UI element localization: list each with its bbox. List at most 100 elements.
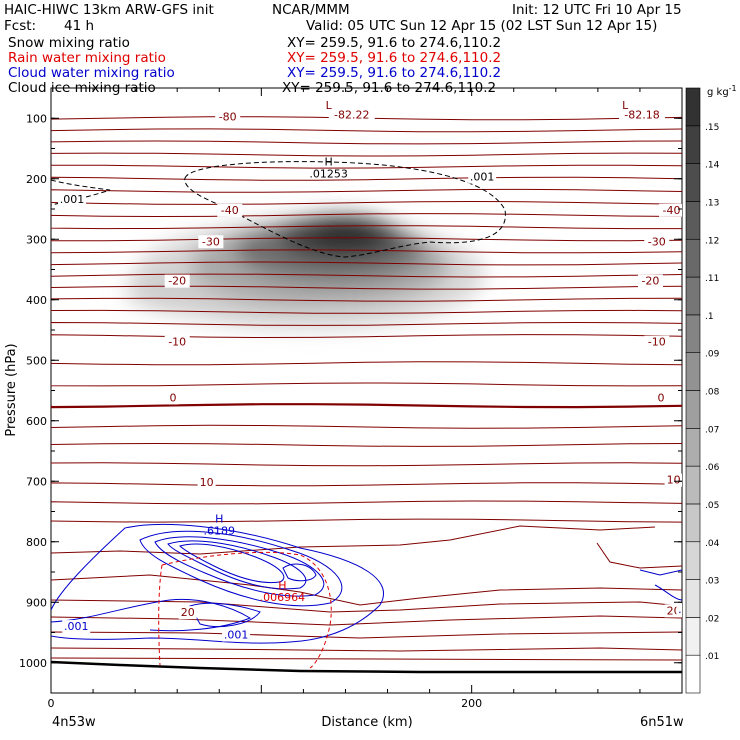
isotherm (51, 525, 656, 555)
isotherm (51, 615, 682, 626)
isotherm (51, 297, 682, 302)
isotherm-label: -30 (202, 235, 220, 248)
x-axis-label: Distance (km) (321, 715, 412, 730)
y-tick-label: 300 (26, 233, 47, 246)
x-axis: 0 200 (48, 88, 683, 710)
isotherm (51, 321, 682, 326)
label-halo (222, 628, 251, 642)
cloud-water-contour (654, 584, 682, 601)
label-halo (178, 606, 197, 620)
cloud-water-contour (154, 536, 325, 597)
colorbar-label: .07 (705, 425, 719, 435)
isotherm (51, 200, 682, 205)
label-halo (468, 170, 497, 184)
cloud-water-contour (139, 530, 343, 607)
isotherm (51, 482, 682, 487)
isotherm-label: 0 (169, 391, 176, 404)
colorbar-swatch (685, 617, 701, 656)
low-center-label: L (326, 99, 333, 112)
label-halo (217, 203, 243, 217)
isotherm-label: -30 (648, 235, 666, 248)
isotherm-label: -20 (168, 275, 186, 288)
colorbar-units: g kg-1 (707, 84, 737, 98)
isotherm-label: -20 (641, 275, 659, 288)
isotherm-label: -40 (221, 204, 239, 217)
rain-contour (158, 551, 332, 669)
isotherm-label: -10 (168, 336, 186, 349)
isotherm (51, 128, 682, 133)
isotherm (51, 631, 682, 639)
isotherm (51, 237, 682, 242)
isotherm (51, 462, 682, 467)
cloud-water-contour (639, 569, 682, 576)
isotherm (596, 542, 682, 569)
field-name-cloud-water: Cloud water mixing ratio (8, 65, 175, 81)
isotherm (51, 152, 682, 157)
terrain-line (51, 660, 682, 674)
label-halo (167, 391, 179, 405)
isotherm-label: 20 (181, 606, 195, 619)
cloud-ice-contour (184, 161, 506, 258)
y-tick-label: 900 (26, 596, 47, 609)
colorbar-swatch (685, 503, 701, 543)
colorbar-swatch (685, 125, 701, 164)
low-center-label: L (622, 99, 629, 112)
colorbar-label: .05 (705, 501, 719, 511)
isotherm-label: -82.22 (334, 108, 369, 121)
forecast-label: Fcst: (4, 18, 37, 34)
snow-maximum-value: .01253 (309, 168, 348, 181)
isotherm (51, 273, 682, 278)
isotherm (51, 140, 682, 145)
colorbar-label: .11 (705, 274, 719, 284)
field-name-rain: Rain water mixing ratio (8, 50, 166, 66)
valid-time: Valid: 05 UTC Sun 12 Apr 15 (02 LST Sun … (306, 18, 658, 34)
isotherm-label: -80 (219, 111, 237, 124)
isotherm (51, 309, 682, 314)
cloud-ice-label: .001 (470, 171, 495, 184)
isotherm (51, 188, 682, 193)
end-location-label: 6n51w (640, 715, 684, 730)
colorbar-label: .03 (705, 577, 719, 587)
colorbar-swatch (685, 87, 701, 127)
x-tick-label: 0 (48, 697, 55, 710)
temperature-contours (51, 116, 682, 661)
isotherm (51, 249, 682, 254)
forecast-hour: 41 h (64, 18, 95, 34)
y-tick-label: 800 (26, 536, 47, 549)
colorbar-swatch (685, 579, 701, 618)
organization-label: NCAR/MMM (272, 2, 350, 18)
cloud-water-contours (51, 523, 682, 644)
colorbar-swatch (685, 390, 701, 429)
cloud-water-contour (189, 602, 261, 627)
field-name-snow: Snow mixing ratio (8, 35, 130, 51)
colorbar-label: .14 (705, 161, 720, 171)
colorbar-label: .02 (705, 614, 719, 624)
cloud-water-label: .001 (678, 603, 703, 616)
isotherm (51, 424, 682, 429)
label-halo (164, 335, 190, 349)
label-halo (619, 108, 666, 122)
colorbar-swatch (685, 314, 701, 353)
cloud-water-contour (282, 563, 317, 582)
snow-maximum-symbol: H (324, 156, 332, 169)
cloud-water-maximum-symbol: H (215, 513, 223, 526)
isotherm (51, 261, 682, 266)
isotherm (51, 382, 682, 387)
isotherm (51, 574, 682, 606)
y-tick-label: 200 (26, 173, 47, 186)
isotherm (51, 225, 682, 230)
label-halo (164, 274, 190, 288)
cloud-water-contour (51, 523, 384, 644)
cloud-water-contour (167, 540, 307, 590)
isotherm-label: -10 (648, 336, 666, 349)
x-tick-label: 200 (461, 697, 482, 710)
isotherm (51, 442, 682, 447)
colorbar-swatch (685, 428, 701, 467)
label-halo (198, 235, 224, 249)
isotherm (51, 647, 682, 652)
colorbar-swatch (685, 352, 701, 391)
colorbar: .01 .02 .03 .04 .05 .06 .07 .08 .09 .1 .11 .12 .13 .1… (685, 87, 720, 694)
colorbar-label: .04 (705, 539, 720, 549)
isotherm (51, 518, 682, 523)
